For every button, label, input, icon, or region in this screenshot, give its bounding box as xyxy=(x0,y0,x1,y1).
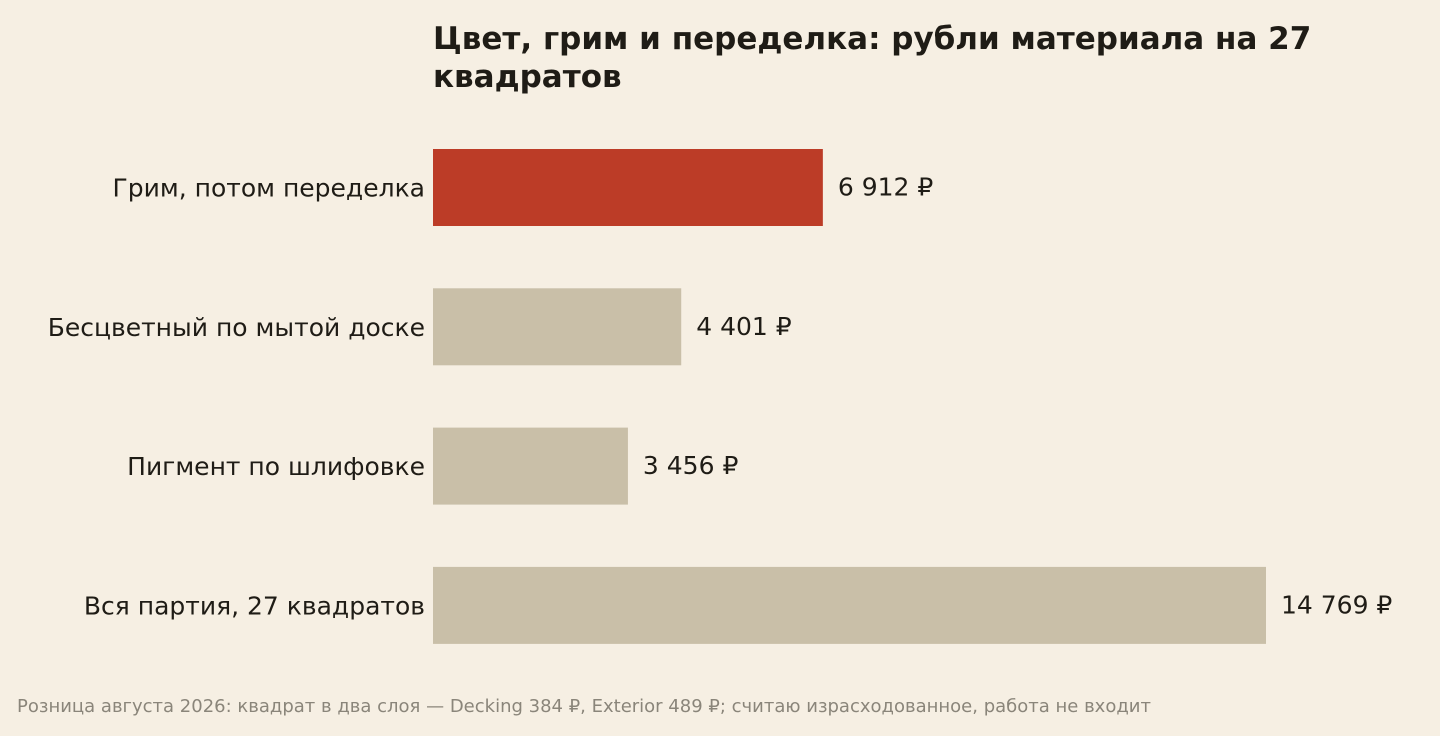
category-label: Пигмент по шлифовке xyxy=(127,452,425,481)
category-label: Вся партия, 27 квадратов xyxy=(84,591,425,620)
category-label: Грим, потом переделка xyxy=(113,174,425,203)
value-label: 14 769 ₽ xyxy=(1281,590,1392,619)
bar-2 xyxy=(433,427,628,505)
value-label: 4 401 ₽ xyxy=(696,312,792,341)
bar-0 xyxy=(433,149,823,226)
value-label: 3 456 ₽ xyxy=(643,451,739,480)
bar-1 xyxy=(433,288,682,366)
value-label: 6 912 ₽ xyxy=(838,173,934,202)
category-label: Бесцветный по мытой доске xyxy=(48,313,425,342)
chart-title: Цвет, грим и переделка: рубли материала … xyxy=(433,21,1312,95)
bar-3 xyxy=(433,566,1266,644)
chart-footnote: Розница августа 2026: квадрат в два слоя… xyxy=(17,696,1151,717)
